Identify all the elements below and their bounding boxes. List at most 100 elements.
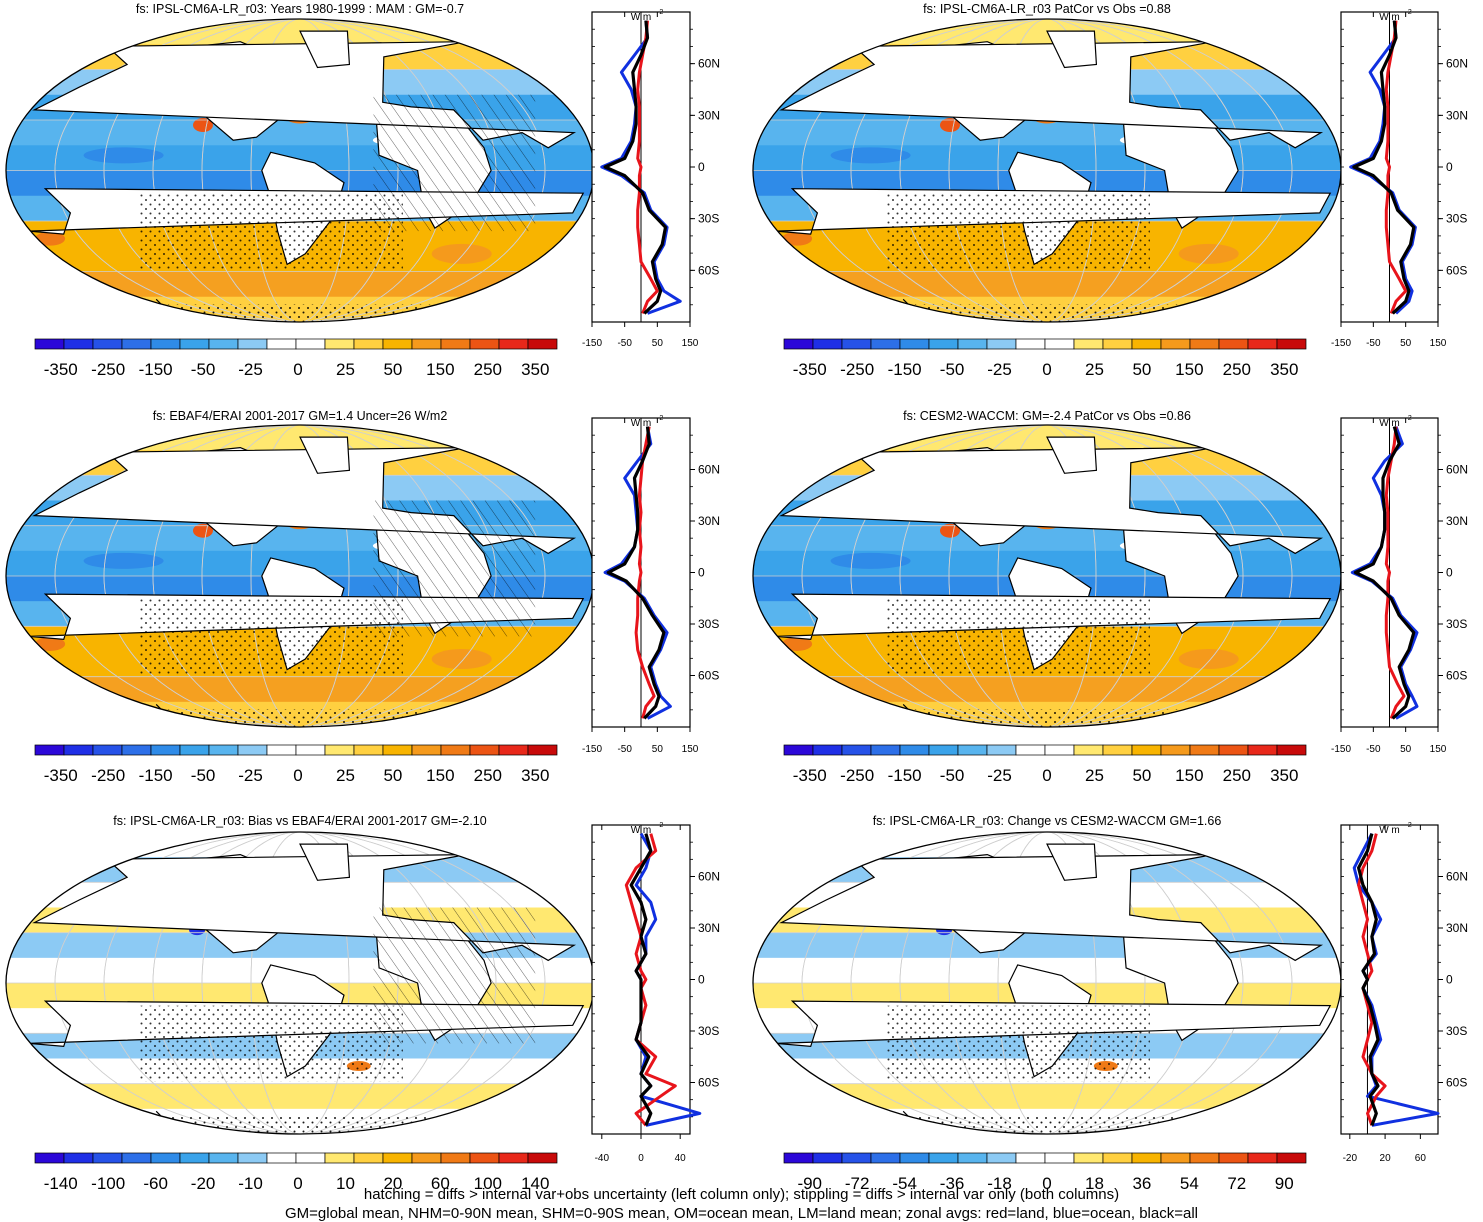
map-field: [6, 832, 594, 1134]
graticule-lon: [948, 832, 1146, 1134]
colorbar-swatch: [899, 1152, 930, 1164]
colorbar-label: -50: [940, 766, 965, 785]
x-tick-label: -150: [582, 338, 602, 349]
colorbar-swatch: [237, 744, 268, 756]
colorbar-label: -10: [238, 1174, 263, 1193]
colorbar-label: -50: [940, 360, 965, 379]
colorbar-label: -250: [840, 360, 874, 379]
colorbar-swatch: [870, 1152, 901, 1164]
x-tick-label: -50: [1366, 744, 1381, 755]
colorbar-swatch: [1247, 744, 1278, 756]
field-anomaly: [939, 118, 960, 133]
stippling-region: [138, 193, 403, 269]
colorbar-swatch: [266, 744, 297, 756]
panel-1: fs: IPSL-CM6A-LR_r03: Years 1980-1999 : …: [5, 2, 720, 379]
colorbar-label: 0: [1042, 766, 1051, 785]
colorbar-swatch: [295, 744, 326, 756]
panel-4: fs: CESM2-WACCM: GM=-2.4 PatCor vs Obs =…: [752, 409, 1468, 785]
graticule-lon: [997, 425, 1097, 727]
zonal-mean-panel: W m -2 60N 30N 0 30S 60S -150 -50 50 150: [582, 9, 720, 349]
colorbar-label: 250: [1223, 360, 1251, 379]
colorbar-label: -140: [44, 1174, 78, 1193]
colorbar-label: 250: [474, 360, 502, 379]
colorbar-swatch: [382, 1152, 413, 1164]
graticule-lon: [801, 19, 1293, 322]
field-band: [6, 271, 594, 298]
colorbar-swatch: [1276, 1152, 1307, 1164]
colorbar-swatch: [986, 1152, 1017, 1164]
unit-exponent: -2: [1406, 415, 1412, 422]
colorbar-swatch: [324, 744, 355, 756]
colorbar-swatch: [1189, 1152, 1220, 1164]
colorbar-swatch: [1044, 1152, 1075, 1164]
colorbar-swatch: [92, 338, 123, 350]
colorbar-label: -90: [797, 1174, 822, 1193]
lat-label: 30N: [698, 108, 720, 122]
stippling-region: [753, 709, 1341, 727]
x-tick-label: 60: [1415, 1153, 1427, 1164]
lat-label: 30S: [698, 617, 719, 631]
zonal-mean-panel: W m -2 60N 30N 0 30S 60S -20 20 60: [1340, 822, 1468, 1164]
continent-eurasia: [779, 447, 1324, 555]
all-zonal-line: [603, 20, 668, 315]
graticule-lon: [948, 425, 1146, 727]
lat-label: 30N: [698, 921, 720, 935]
x-tick-label: 50: [1400, 338, 1412, 349]
panel-title: fs: IPSL-CM6A-LR_r03: Change vs CESM2-WA…: [873, 814, 1222, 828]
graticule-lon: [250, 19, 350, 322]
lat-label: 30S: [1446, 212, 1467, 226]
field-anomaly: [830, 552, 911, 569]
colorbar-swatch: [1102, 744, 1133, 756]
field-anomaly: [35, 231, 66, 246]
colorbar-swatch: [1073, 744, 1104, 756]
colorbar-swatch: [1073, 338, 1104, 350]
continent-greenland: [1046, 30, 1098, 69]
colorbar-swatch: [527, 1152, 558, 1164]
lat-label: 60S: [698, 1076, 719, 1090]
colorbar-swatch: [527, 744, 558, 756]
colorbar-label: 100: [474, 1174, 502, 1193]
colorbar-swatch: [1044, 744, 1075, 756]
unit-label: W m: [1379, 12, 1400, 23]
colorbar-label: -250: [91, 766, 125, 785]
colorbar-swatch: [34, 338, 65, 350]
field-anomaly: [35, 636, 66, 651]
unit-label: W m: [631, 418, 652, 429]
colorbar-label: 150: [426, 360, 454, 379]
field-anomaly: [83, 552, 164, 569]
colorbar-swatch: [63, 338, 94, 350]
x-tick-label: 50: [652, 744, 664, 755]
lat-label: 60N: [698, 870, 720, 884]
lat-label: 30S: [698, 212, 719, 226]
colorbar-swatch: [498, 338, 529, 350]
colorbar-label: 150: [1175, 360, 1203, 379]
colorbar-swatch: [783, 1152, 814, 1164]
colorbar-swatch: [208, 744, 239, 756]
colorbar-label: 140: [521, 1174, 549, 1193]
stippling-region: [6, 1116, 594, 1134]
lat-label: 0: [1446, 566, 1453, 580]
panel-2: fs: IPSL-CM6A-LR_r03 PatCor vs Obs =0.88…: [752, 2, 1468, 379]
x-tick-label: 50: [652, 338, 664, 349]
colorbar-swatch: [411, 338, 442, 350]
colorbar-swatch: [527, 338, 558, 350]
map-field: [6, 425, 594, 727]
colorbar-label: -150: [139, 360, 173, 379]
colorbar-swatch: [150, 338, 181, 350]
unit-exponent: -2: [1406, 822, 1412, 829]
unit-exponent: -2: [1406, 9, 1412, 16]
colorbar-swatch: [353, 744, 384, 756]
x-tick-label: 150: [682, 744, 699, 755]
panel-title: fs: IPSL-CM6A-LR_r03: Years 1980-1999 : …: [136, 2, 464, 16]
colorbar-label: 0: [293, 1174, 302, 1193]
colorbar-label: 50: [383, 360, 402, 379]
field-anomaly: [782, 636, 813, 651]
field-anomaly: [192, 118, 213, 133]
lat-label: 60S: [1446, 263, 1467, 277]
lat-label: 30S: [698, 1024, 719, 1038]
lat-label: 60N: [698, 57, 720, 71]
x-tick-label: 50: [1400, 744, 1412, 755]
colorbar-label: -25: [238, 766, 263, 785]
colorbar-swatch: [121, 744, 152, 756]
x-tick-label: -50: [617, 744, 632, 755]
